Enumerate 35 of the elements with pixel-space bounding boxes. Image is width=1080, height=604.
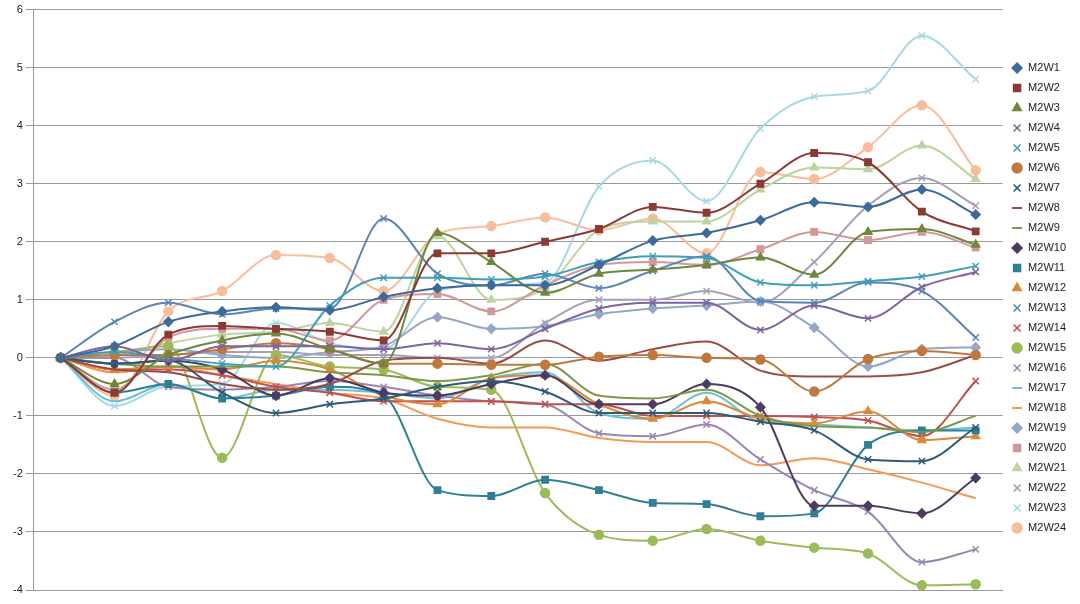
legend-label: M2W7: [1028, 181, 1060, 194]
legend-label: M2W13: [1028, 301, 1067, 314]
legend-label: M2W14: [1028, 321, 1067, 334]
legend-label: M2W18: [1028, 401, 1067, 414]
legend-label: M2W22: [1028, 481, 1067, 494]
y-tick-label: 5: [16, 60, 23, 73]
legend-label: M2W2: [1028, 81, 1060, 94]
legend-label: M2W23: [1028, 501, 1067, 514]
y-tick-label: 1: [16, 292, 23, 305]
legend-label: M2W17: [1028, 381, 1067, 394]
y-tick-label: -3: [13, 524, 23, 537]
legend-label: M2W24: [1028, 521, 1067, 534]
legend-label: M2W3: [1028, 101, 1060, 114]
y-tick-label: 2: [16, 234, 23, 247]
legend-label: M2W6: [1028, 161, 1060, 174]
legend-label: M2W11: [1028, 261, 1066, 274]
legend-label: M2W16: [1028, 361, 1067, 374]
y-tick-label: 0: [16, 350, 23, 363]
y-tick-label: 4: [16, 118, 23, 131]
legend-label: M2W8: [1028, 201, 1060, 214]
legend-label: M2W21: [1028, 461, 1067, 474]
legend-label: M2W19: [1028, 421, 1067, 434]
legend-label: M2W9: [1028, 221, 1060, 234]
y-tick-label: -4: [13, 583, 23, 596]
y-tick-label: -2: [13, 466, 23, 479]
legend-label: M2W4: [1028, 121, 1060, 134]
legend-label: M2W12: [1028, 281, 1067, 294]
legend-label: M2W15: [1028, 341, 1067, 354]
y-tick-label: 6: [16, 2, 23, 15]
y-tick-label: -1: [13, 408, 23, 421]
legend-label: M2W1: [1028, 61, 1060, 74]
legend-label: M2W20: [1028, 441, 1067, 454]
y-tick-label: 3: [16, 176, 23, 189]
legend-label: M2W10: [1028, 241, 1067, 254]
legend-label: M2W5: [1028, 141, 1060, 154]
